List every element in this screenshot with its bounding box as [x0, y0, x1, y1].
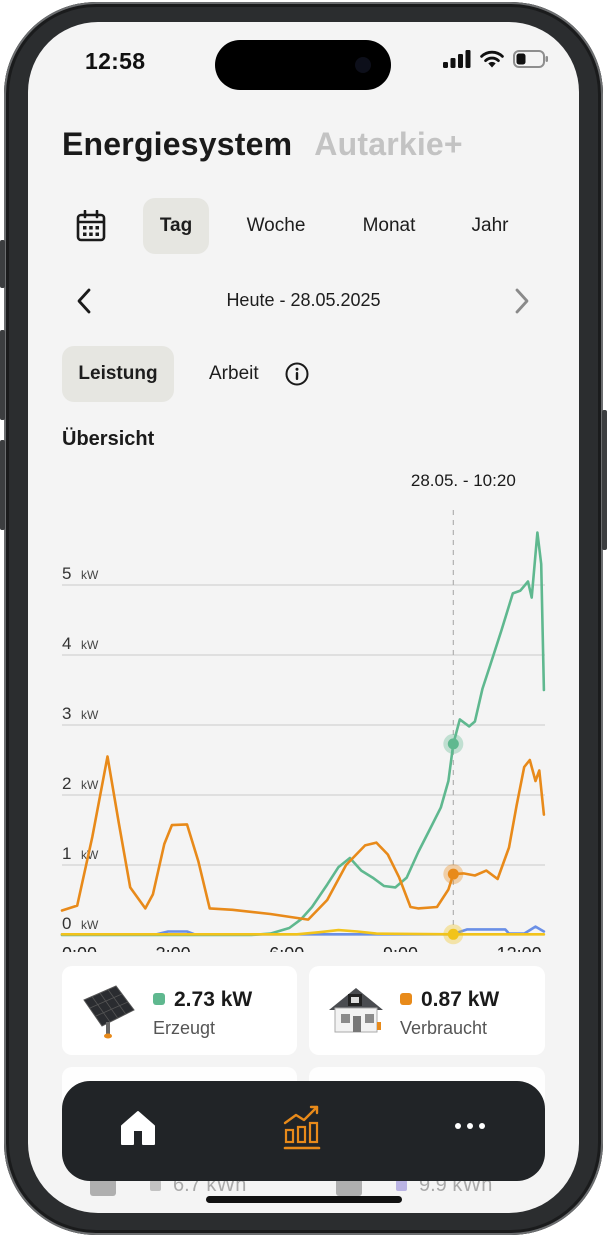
y-unit-label: kW [81, 918, 99, 932]
date-label: Heute - 28.05.2025 [226, 290, 381, 310]
card-label: Verbraucht [400, 1018, 488, 1038]
marker-battery [447, 928, 459, 940]
card-erzeugt[interactable]: 2.73 kW Erzeugt [62, 966, 297, 1055]
chevron-left-icon[interactable] [74, 286, 94, 316]
side-button [0, 240, 5, 288]
y-tick-label: 4 [62, 634, 71, 653]
house-icon [329, 988, 383, 1033]
signal-icon [443, 50, 471, 68]
y-unit-label: kW [81, 778, 99, 792]
tab-energiesystem[interactable]: Energiesystem [62, 126, 293, 162]
bottom-nav [62, 1081, 545, 1181]
chevron-right-icon[interactable] [512, 286, 532, 316]
tab-autarkie[interactable]: Autarkie+ [314, 126, 463, 162]
marker-verbraucht [447, 868, 459, 880]
y-tick-label: 5 [62, 564, 71, 583]
x-tick-label: 3:00 [156, 944, 191, 952]
card-value: 0.87 kW [421, 988, 500, 1011]
chart: 0 kW 1 kW 2 kW 3 kW 4 kW 5 kW 0:00 3:00 6:00 9:00 12:00 2… [28, 462, 579, 964]
period-jahr[interactable]: Jahr [471, 215, 509, 236]
date-navigator: Heute - 28.05.2025 [28, 284, 579, 320]
mode-leistung[interactable]: Leistung [62, 346, 174, 402]
series-line-battery [60, 928, 546, 936]
marker-erzeugt [447, 738, 459, 750]
card-verbraucht[interactable]: 0.87 kW Verbraucht [309, 966, 545, 1055]
side-button [0, 440, 5, 530]
cursor-label: 28.05. - 10:20 [411, 471, 516, 490]
x-tick-label: 6:00 [269, 944, 304, 952]
y-unit-label: kW [81, 638, 99, 652]
battery-icon [513, 50, 548, 68]
status-icons [443, 50, 549, 68]
y-unit-label: kW [81, 848, 99, 862]
period-monat[interactable]: Monat [362, 215, 416, 236]
series-line-verbraucht [60, 755, 546, 921]
chart-icon[interactable] [282, 1103, 322, 1157]
legend-dot [396, 1180, 407, 1192]
mode-selector: Leistung Arbeit [62, 346, 462, 402]
card-label: Erzeugt [153, 1018, 216, 1038]
period-selector: Tag Woche Monat Jahr [28, 198, 579, 254]
solar-panel-icon [83, 985, 135, 1039]
y-tick-label: 2 [62, 774, 71, 793]
more-icon[interactable] [454, 1121, 486, 1131]
y-tick-label: 0 [62, 914, 71, 933]
card-value: 2.73 kW [174, 988, 253, 1011]
period-tag[interactable]: Tag [143, 198, 209, 254]
legend-dot [150, 1180, 161, 1192]
dynamic-island [215, 40, 391, 90]
period-woche[interactable]: Woche [246, 215, 306, 236]
header-tabs: Energiesystem Autarkie+ [62, 126, 463, 163]
legend-dot-erzeugt [153, 993, 165, 1005]
home-indicator [206, 1196, 402, 1203]
y-tick-label: 3 [62, 704, 71, 723]
x-tick-label: 0:00 [62, 944, 97, 952]
y-unit-label: kW [81, 708, 99, 722]
x-tick-label: 12:00 [497, 944, 542, 952]
wifi-icon [480, 50, 504, 68]
home-icon[interactable] [119, 1109, 157, 1147]
info-icon[interactable] [285, 362, 309, 386]
side-button [0, 330, 5, 420]
y-tick-label: 1 [62, 844, 71, 863]
y-unit-label: kW [81, 568, 99, 582]
screen: 12:58 Energiesystem Autarkie+ [28, 22, 579, 1213]
section-title: Übersicht [62, 428, 155, 450]
side-button [602, 410, 607, 550]
legend-dot-verbraucht [400, 993, 412, 1005]
mode-arbeit[interactable]: Arbeit [209, 363, 259, 384]
x-tick-label: 9:00 [383, 944, 418, 952]
power-line-chart[interactable]: 0 kW 1 kW 2 kW 3 kW 4 kW 5 kW 0:00 3:00 6:00 9:00 12:00 2… [28, 462, 579, 964]
status-time: 12:58 [85, 48, 146, 74]
calendar-icon[interactable] [76, 210, 106, 242]
